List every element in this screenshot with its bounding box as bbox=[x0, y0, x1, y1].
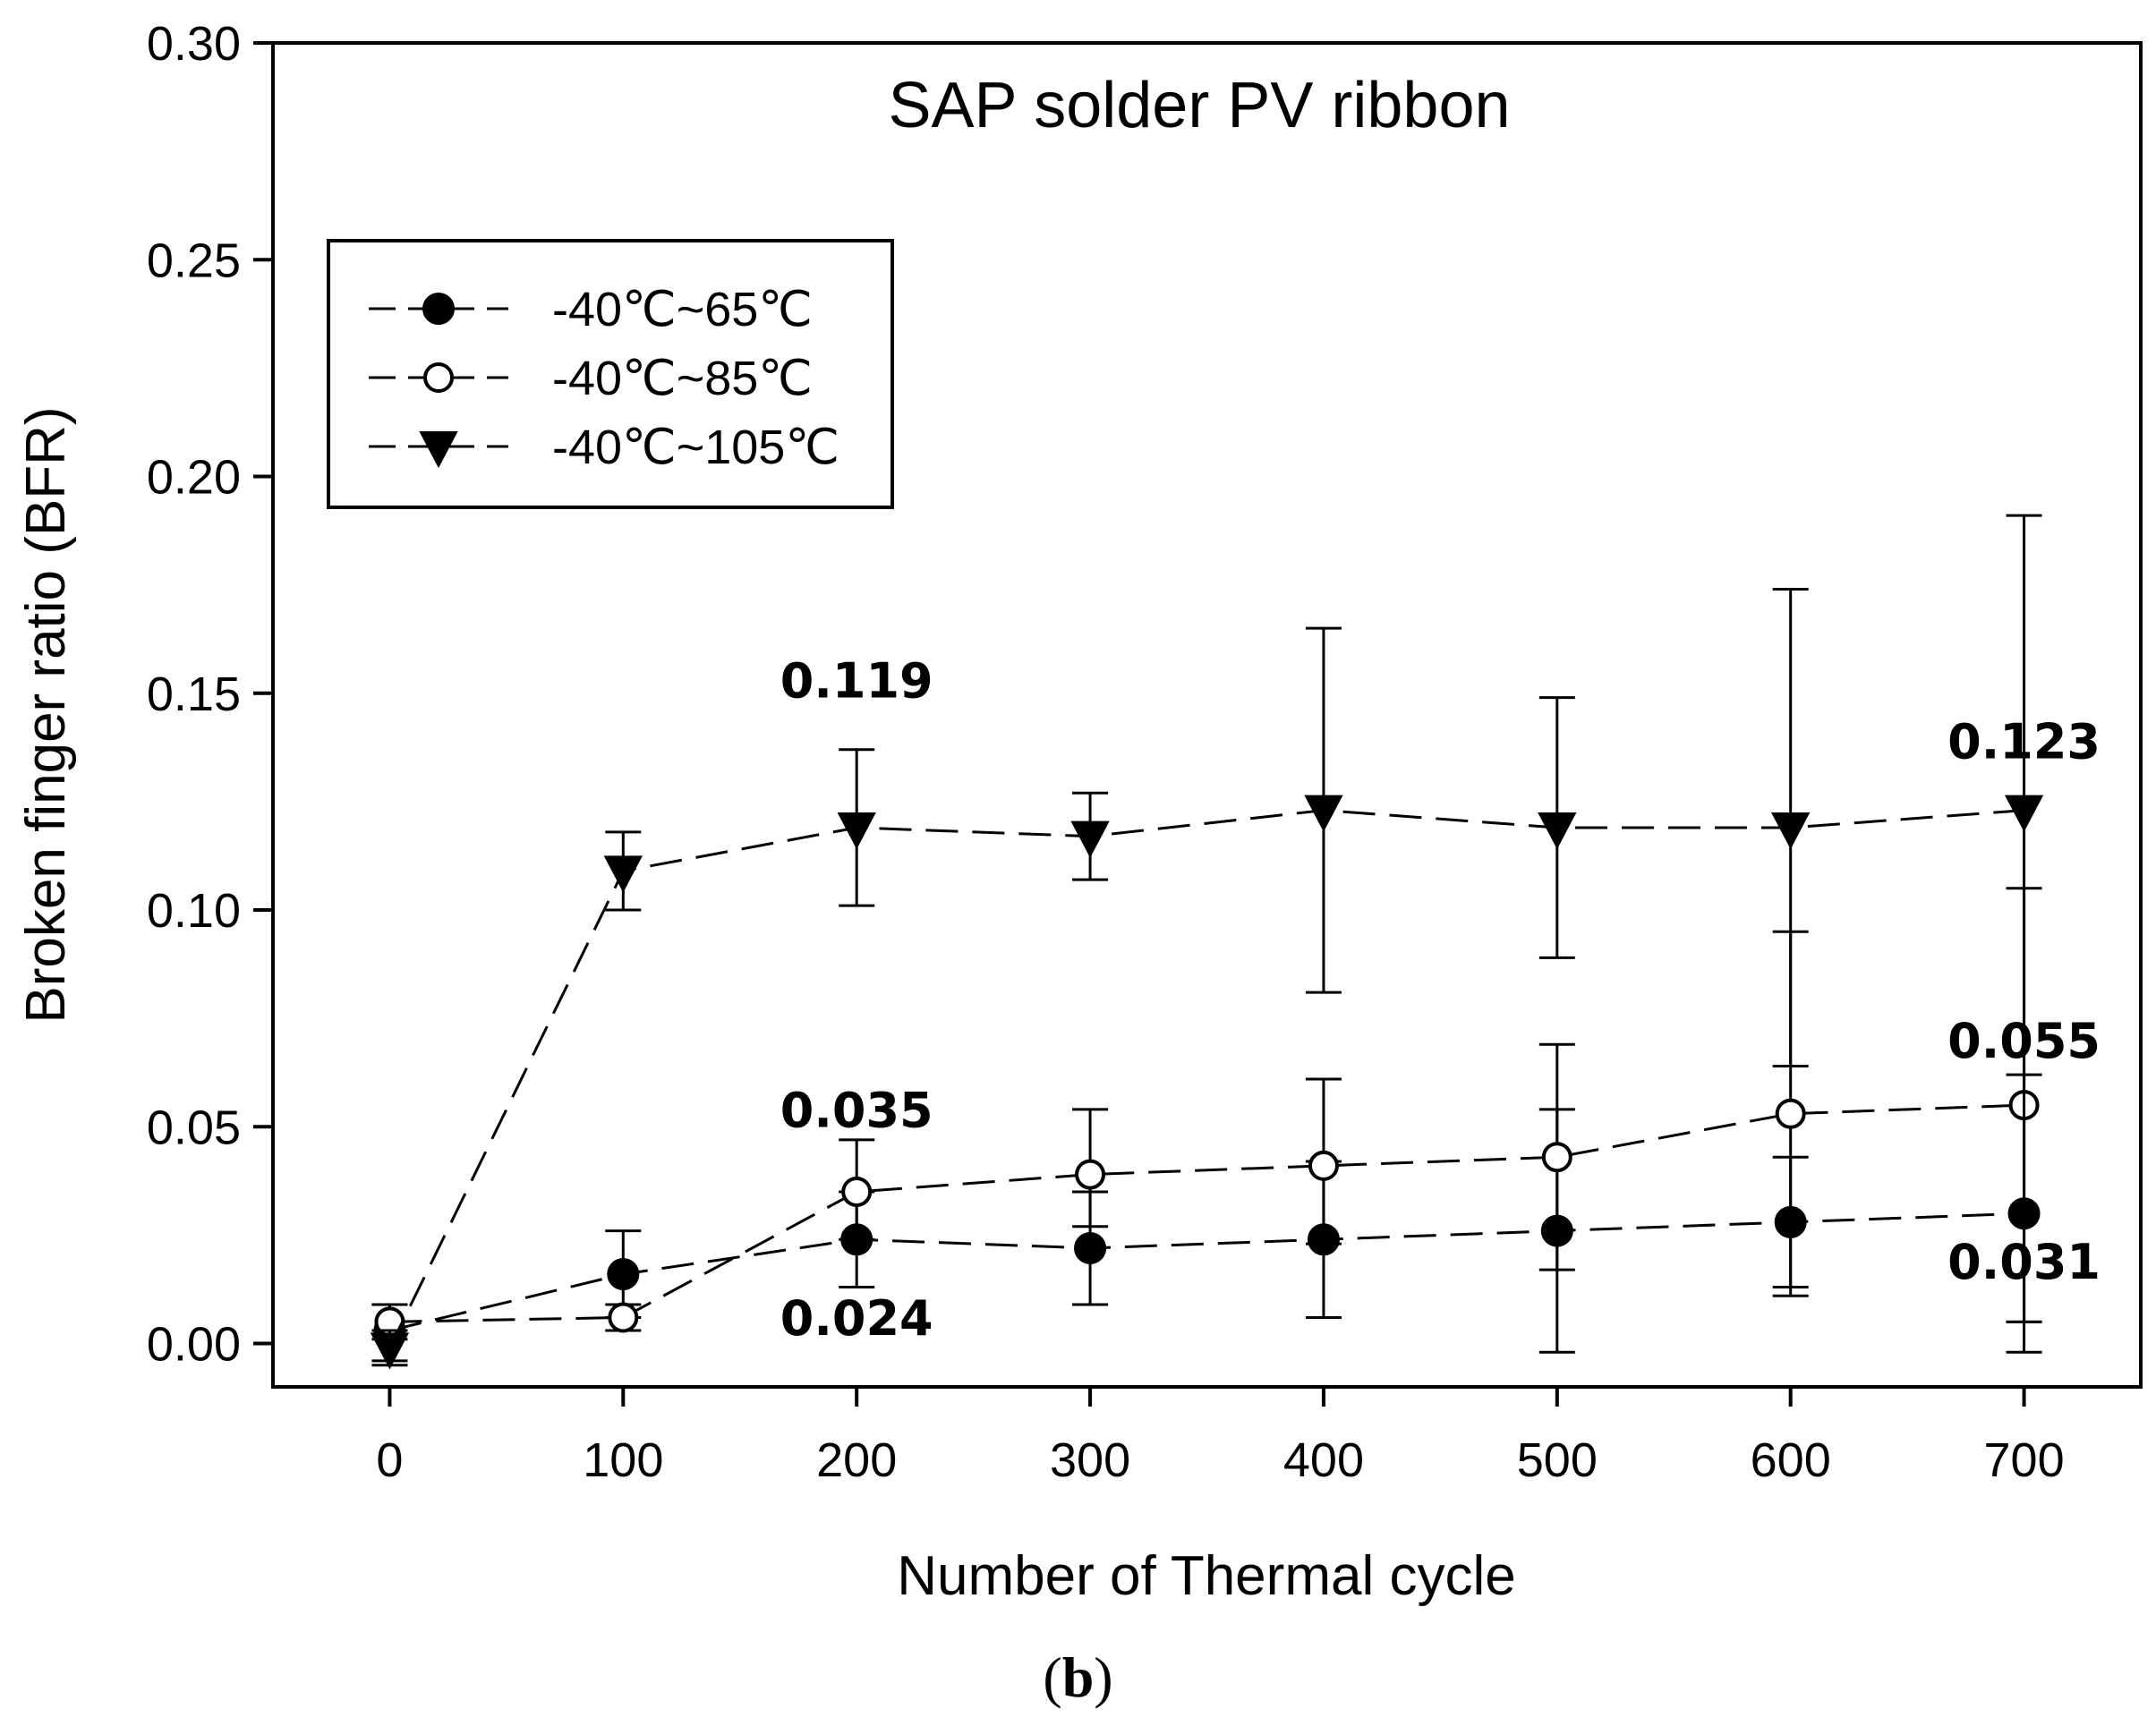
y-tick-label: 0.05 bbox=[147, 1101, 241, 1154]
data-point bbox=[603, 855, 643, 893]
y-tick-label: 0.10 bbox=[147, 884, 241, 938]
panel-label: (b) bbox=[0, 1645, 2156, 1711]
x-tick-label: 0 bbox=[376, 1433, 403, 1487]
legend-label: -40℃~85℃ bbox=[552, 352, 813, 405]
value-annotation: 0.055 bbox=[1947, 1013, 2101, 1069]
data-point bbox=[1075, 1159, 1106, 1190]
series-line bbox=[389, 1212, 2024, 1332]
x-tick-label: 400 bbox=[1283, 1433, 1364, 1487]
x-axis: 0 100 200 300 400 500 600 700 bbox=[376, 1387, 2065, 1487]
y-axis: 0.00 0.05 0.10 0.15 0.20 0.25 0.30 bbox=[147, 17, 273, 1372]
x-axis-title: Number of Thermal cycle bbox=[897, 1545, 1515, 1607]
x-tick-label: 300 bbox=[1050, 1433, 1130, 1487]
x-tick-label: 200 bbox=[816, 1433, 897, 1487]
data-point bbox=[1308, 1150, 1339, 1181]
legend-item: -40℃~105℃ bbox=[369, 421, 839, 474]
series-layer bbox=[370, 514, 2044, 1370]
legend-marker bbox=[419, 431, 458, 469]
legend-marker bbox=[423, 362, 454, 393]
data-point bbox=[607, 1258, 640, 1291]
value-annotation: 0.024 bbox=[780, 1290, 933, 1347]
data-point bbox=[1541, 1142, 1572, 1173]
x-tick-label: 100 bbox=[583, 1433, 663, 1487]
data-point bbox=[2004, 795, 2044, 832]
y-tick-label: 0.20 bbox=[147, 451, 241, 505]
data-point bbox=[1074, 1231, 1107, 1264]
x-tick-label: 600 bbox=[1751, 1433, 1831, 1487]
y-axis-title: Broken finger ratio (BFR) bbox=[15, 406, 77, 1023]
data-point bbox=[1070, 820, 1110, 858]
series-line bbox=[389, 1103, 2024, 1323]
series-line bbox=[388, 809, 2024, 1349]
value-annotation: 0.123 bbox=[1947, 713, 2101, 769]
legend-item: -40℃~85℃ bbox=[369, 352, 813, 405]
legend: -40℃~65℃ -40℃~85℃ -40℃~105℃ bbox=[327, 239, 894, 509]
value-annotation: 0.031 bbox=[1947, 1234, 2101, 1290]
x-tick-label: 500 bbox=[1517, 1433, 1598, 1487]
data-point bbox=[608, 1302, 639, 1333]
legend-label: -40℃~105℃ bbox=[552, 421, 839, 474]
data-point bbox=[841, 1176, 873, 1207]
x-tick-label: 700 bbox=[1984, 1433, 2065, 1487]
y-tick-label: 0.30 bbox=[147, 17, 241, 71]
panel-label-letter: b bbox=[1061, 1645, 1095, 1709]
legend-label: -40℃~65℃ bbox=[552, 283, 813, 336]
y-tick-label: 0.25 bbox=[147, 234, 241, 287]
data-point bbox=[1538, 812, 1577, 850]
plot-frame bbox=[271, 41, 2143, 1389]
value-annotation: 0.119 bbox=[780, 653, 933, 710]
panel-label-close: ) bbox=[1094, 1645, 1113, 1709]
data-point bbox=[1771, 812, 1811, 850]
y-tick-label: 0.15 bbox=[147, 667, 241, 721]
data-point bbox=[837, 812, 876, 850]
legend-box bbox=[327, 239, 894, 509]
legend-marker bbox=[422, 293, 455, 325]
y-tick-label: 0.00 bbox=[147, 1318, 241, 1372]
annotations: 0.119 0.123 0.035 0.055 0.024 0.031 bbox=[780, 653, 2101, 1347]
series-3 bbox=[370, 514, 2044, 1370]
legend-item: -40℃~65℃ bbox=[369, 283, 813, 336]
data-point bbox=[1304, 795, 1343, 832]
data-point bbox=[1775, 1098, 1806, 1129]
panel-label-open: ( bbox=[1043, 1645, 1062, 1709]
data-point bbox=[370, 1332, 410, 1370]
chart-title: SAP solder PV ribbon bbox=[888, 70, 1510, 141]
value-annotation: 0.035 bbox=[780, 1082, 933, 1138]
